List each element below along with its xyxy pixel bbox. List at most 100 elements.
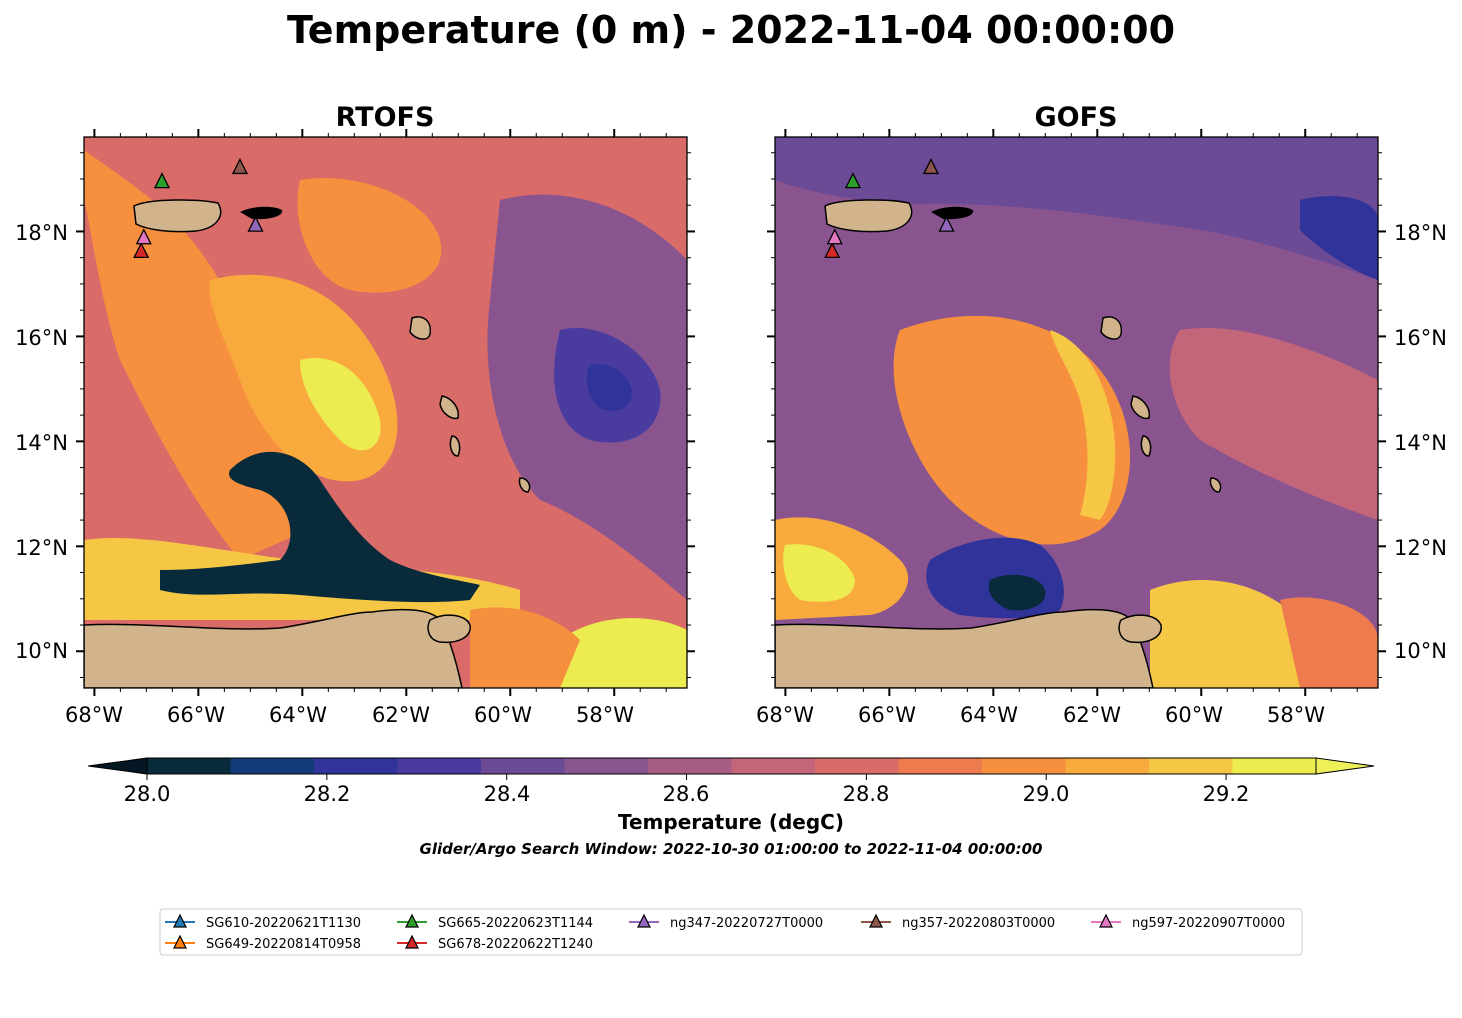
colorbar: 28.0 28.2 28.4 28.6 28.8 29.0 29.2 Tempe… bbox=[87, 757, 1375, 834]
cool-eddy-east-core-rtofs bbox=[586, 364, 633, 411]
trinidad-gofs bbox=[1118, 614, 1162, 644]
y-tick-label: 12°N bbox=[15, 536, 68, 560]
temperature-patches-rtofs bbox=[84, 150, 687, 688]
colorbar-extend-low bbox=[87, 757, 148, 775]
colorbar-segment bbox=[564, 758, 649, 774]
x-tick-label: 58°W bbox=[576, 703, 634, 727]
x-tick-label: 64°W bbox=[269, 703, 327, 727]
legend: SG610-20220621T1130 SG649-20220814T0958 … bbox=[159, 908, 1303, 956]
colorbar-segment bbox=[898, 758, 983, 774]
land-rtofs bbox=[84, 199, 531, 688]
colorbar-label: Temperature (degC) bbox=[618, 810, 844, 834]
colorbar-extend-high bbox=[1315, 757, 1375, 775]
martinique-gofs bbox=[1130, 395, 1151, 420]
colorbar-outline bbox=[146, 757, 1317, 775]
st-lucia-rtofs bbox=[449, 435, 461, 457]
legend-label: SG678-20220622T1240 bbox=[438, 937, 593, 952]
hot-spot-central-rtofs bbox=[300, 358, 381, 451]
x-tick-label: 68°W bbox=[65, 703, 123, 727]
legend-marker bbox=[637, 913, 651, 928]
x-tick-label: 60°W bbox=[474, 703, 532, 727]
colorbar-segment bbox=[1065, 758, 1150, 774]
map-rtofs bbox=[84, 137, 687, 688]
x-tick-labels-gofs: 68°W 66°W 64°W 62°W 60°W 58°W bbox=[756, 703, 1325, 727]
search-window-note: Glider/Argo Search Window: 2022-10-30 01… bbox=[420, 840, 1043, 858]
colorbar-segment bbox=[731, 758, 816, 774]
y-tick-label: 14°N bbox=[1394, 431, 1447, 455]
colorbar-tick-label: 28.6 bbox=[663, 782, 710, 806]
colorbar-tick-label: 28.2 bbox=[304, 782, 351, 806]
colorbar-tick-label: 29.2 bbox=[1203, 782, 1250, 806]
glider-marker bbox=[247, 215, 264, 232]
cold-filament-rtofs bbox=[160, 451, 480, 603]
colorbar-segment bbox=[1232, 758, 1317, 774]
colorbar-tick-label: 28.4 bbox=[484, 782, 531, 806]
legend-marker bbox=[869, 913, 883, 928]
colorbar-segment bbox=[815, 758, 899, 774]
puerto-rico-gofs bbox=[824, 199, 913, 233]
legend-label: ng347-20220727T0000 bbox=[670, 916, 823, 931]
cold-core-south-gofs bbox=[988, 574, 1046, 611]
colorbar-tick-labels: 28.0 28.2 28.4 28.6 28.8 29.0 29.2 bbox=[124, 782, 1250, 806]
orange-patch-se-gofs bbox=[1280, 597, 1378, 688]
y-tick-labels-rtofs: 18°N 16°N 14°N 12°N 10°N bbox=[15, 221, 68, 663]
trinidad-rtofs bbox=[427, 614, 471, 644]
barbados-rtofs bbox=[518, 477, 531, 493]
warm-patch-ne-rtofs bbox=[297, 178, 442, 293]
colorbar-segment bbox=[1149, 758, 1233, 774]
legend-marker bbox=[173, 913, 187, 928]
hot-strip-arc-gofs bbox=[1050, 330, 1116, 520]
y-tick-label: 10°N bbox=[1394, 639, 1447, 663]
colorbar-ticks bbox=[146, 774, 1227, 780]
y-tick-label: 18°N bbox=[15, 221, 68, 245]
land-gofs bbox=[775, 199, 1222, 688]
glider-marker bbox=[844, 172, 862, 189]
orange-patch-south-rtofs bbox=[470, 607, 580, 688]
virgin-islands-rtofs bbox=[240, 206, 283, 220]
axes-frame-gofs bbox=[774, 136, 1379, 689]
colorbar-tick-label: 28.0 bbox=[124, 782, 171, 806]
glider-marker bbox=[826, 228, 843, 245]
y-tick-label: 12°N bbox=[1394, 536, 1447, 560]
temperature-patches-gofs bbox=[775, 137, 1378, 688]
barbados-gofs bbox=[1209, 477, 1222, 493]
map-gofs bbox=[775, 137, 1378, 688]
x-tick-label: 64°W bbox=[960, 703, 1018, 727]
axes-frame-rtofs bbox=[83, 136, 688, 689]
y-tick-label: 16°N bbox=[15, 326, 68, 350]
glider-marker bbox=[938, 215, 955, 232]
colorbar-segment bbox=[481, 758, 565, 774]
x-tick-label: 58°W bbox=[1267, 703, 1325, 727]
figure-title: Temperature (0 m) - 2022-11-04 00:00:00 bbox=[287, 8, 1175, 52]
colorbar-segment bbox=[314, 758, 398, 774]
x-tick-label: 62°W bbox=[372, 703, 430, 727]
colorbar-segments bbox=[147, 758, 1317, 774]
virgin-islands-gofs bbox=[931, 206, 974, 220]
y-tick-label: 10°N bbox=[15, 639, 68, 663]
colorbar-segment bbox=[230, 758, 315, 774]
colorbar-segment bbox=[147, 758, 231, 774]
glider-marker bbox=[231, 157, 248, 175]
cool-core-ne-gofs bbox=[1300, 196, 1378, 280]
glider-marker bbox=[824, 241, 841, 259]
legend-marker bbox=[405, 913, 419, 928]
legend-frame bbox=[159, 908, 1303, 956]
guadeloupe-gofs bbox=[1100, 316, 1123, 340]
panel-title-rtofs: RTOFS bbox=[336, 102, 435, 133]
colorbar-segment bbox=[648, 758, 732, 774]
hot-patch-sw-gofs bbox=[783, 544, 855, 602]
y-tick-labels-gofs: 18°N 16°N 14°N 12°N 10°N bbox=[1394, 221, 1447, 663]
hot-patch-se-rtofs bbox=[560, 618, 687, 688]
legend-marker bbox=[173, 934, 187, 949]
y-tick-label: 16°N bbox=[1394, 326, 1447, 350]
x-tick-label: 66°W bbox=[858, 703, 916, 727]
legend-label: SG649-20220814T0958 bbox=[206, 937, 361, 952]
colorbar-tick-label: 28.8 bbox=[843, 782, 890, 806]
x-tick-labels-rtofs: 68°W 66°W 64°W 62°W 60°W 58°W bbox=[65, 703, 634, 727]
martinique-rtofs bbox=[439, 395, 460, 420]
glider-markers bbox=[133, 157, 955, 259]
x-tick-label: 66°W bbox=[167, 703, 225, 727]
legend-marker bbox=[405, 934, 419, 949]
panel-title-gofs: GOFS bbox=[1034, 102, 1117, 133]
